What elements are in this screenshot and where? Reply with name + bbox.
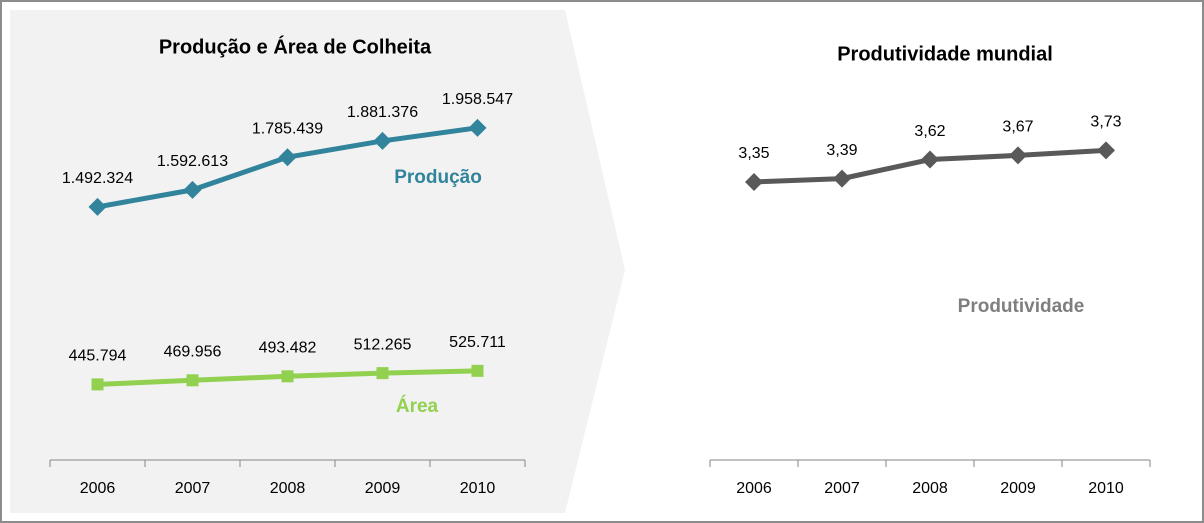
x-tick-label: 2006 [736, 480, 772, 497]
data-label: 3,67 [1002, 119, 1033, 136]
panel-arrow [10, 10, 625, 513]
marker [1097, 141, 1115, 160]
marker [471, 364, 484, 377]
marker [833, 169, 851, 188]
data-label: 525.711 [449, 334, 506, 351]
data-label: 3,62 [914, 123, 945, 140]
data-label: 1.881.376 [347, 104, 418, 121]
marker [921, 150, 939, 169]
data-label: 493.482 [259, 340, 317, 357]
marker [1009, 146, 1027, 165]
x-tick-label: 2010 [460, 480, 496, 497]
marker [468, 118, 487, 137]
x-tick-label: 2010 [1088, 480, 1124, 497]
data-label: 445.794 [69, 348, 127, 365]
x-tick-label: 2008 [270, 480, 306, 497]
x-tick-label: 2008 [912, 480, 948, 497]
data-label: 3,35 [738, 145, 769, 162]
marker [745, 172, 763, 191]
marker [373, 131, 392, 150]
marker [91, 378, 104, 391]
data-label: 1.958.547 [442, 91, 513, 108]
marker [88, 197, 107, 216]
marker [281, 370, 294, 383]
data-label: 3,39 [826, 142, 857, 159]
chart-title: Produtividade mundial [837, 43, 1053, 65]
x-tick-label: 2009 [365, 480, 401, 497]
x-tick-label: 2007 [824, 480, 860, 497]
data-label: 1.785.439 [252, 120, 323, 137]
series-label: Área [396, 395, 439, 417]
marker [183, 180, 202, 199]
data-label: 3,73 [1090, 114, 1121, 131]
data-label: 469.956 [164, 344, 222, 361]
x-tick-label: 2006 [80, 480, 116, 497]
series-label: Produção [394, 167, 482, 188]
data-label: 512.265 [354, 336, 412, 353]
x-tick-label: 2009 [1000, 480, 1036, 497]
marker [376, 367, 389, 380]
data-label: 1.592.613 [157, 153, 228, 170]
series-label: Produtividade [958, 296, 1085, 317]
marker [186, 374, 199, 387]
marker [278, 148, 297, 167]
chart-title: Produção e Área de Colheita [159, 35, 432, 58]
data-label: 1.492.324 [62, 170, 133, 187]
x-tick-label: 2007 [175, 480, 211, 497]
